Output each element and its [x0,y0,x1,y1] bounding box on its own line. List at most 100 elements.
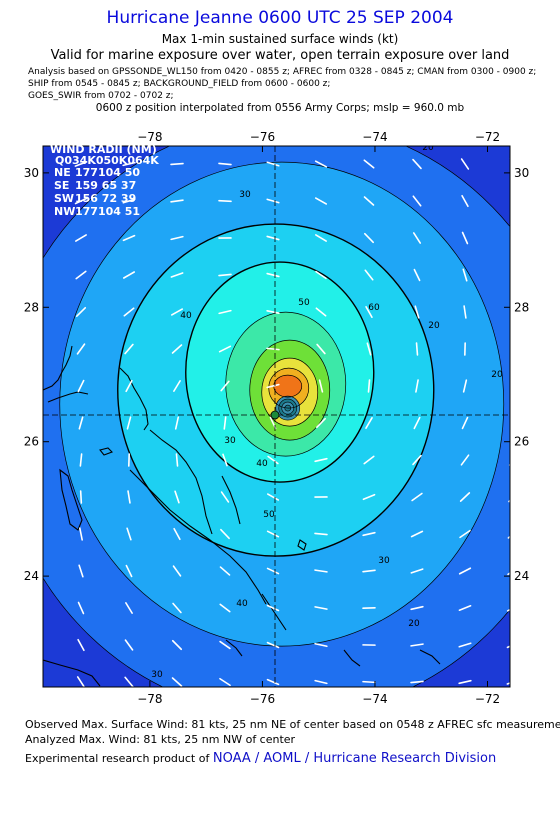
new-providence [99,447,113,456]
abaco-island [119,367,149,431]
contour-c70 [249,339,331,441]
wind-barb [463,305,467,319]
storm-center-marker [270,410,280,420]
wind-barb [315,270,327,280]
wind-barb [171,639,183,651]
analysis-sources-line-2: SHIP from 0545 - 0845 z; BACKGROUND_FIEL… [28,79,331,89]
wind-radii-row-sw-values: 156 72 39 [75,192,136,205]
contour-c50 [185,261,375,483]
wind-barb [79,527,83,541]
wind-barb [123,307,135,317]
wind-barb [413,416,421,430]
wind-barb [122,161,136,167]
wind-radii-row-se-quadrant: SE [54,179,69,192]
wind-barb [461,231,469,245]
wind-barb [314,160,328,168]
x-tick-label-top: −76 [250,130,275,144]
wind-barb [171,344,183,354]
y-tick-label-right: 26 [514,435,529,449]
position-note: 0600 z position interpolated from 0556 A… [95,102,465,114]
wind-barb [173,380,181,392]
contour-label: 30 [239,190,251,200]
wind-barb [122,198,136,204]
wind-barb [458,605,472,611]
x-tick-label-top: −78 [137,130,162,144]
wind-barb [314,197,328,205]
wind-barb [512,380,515,392]
hrd-link[interactable]: NOAA / AOML / Hurricane Research Divisio… [212,751,497,766]
contour-label: 50 [263,510,275,520]
wind-radii-table: WIND RADII (NM) Q034K050K064K NE 177104 … [50,143,159,218]
long-island [261,593,287,631]
wind-barb [512,343,513,355]
wind-radii-header: Q034K050K064K [55,154,159,167]
wind-barb [79,453,83,467]
eleuthera-island [149,429,213,535]
andros-island [59,468,83,531]
wind-barb [125,602,133,614]
wind-barb [170,235,184,241]
wind-barb [509,427,510,430]
wind-barb [365,305,373,319]
wind-barb [219,603,231,613]
observed-max-wind: Observed Max. Surface Wind: 81 kts, 25 n… [25,718,560,731]
wind-radii-row-nw-values: 177104 51 [75,205,140,218]
wind-barb [78,564,84,578]
coastlines [43,345,441,687]
x-tick-label-top: −74 [362,130,387,144]
contour-c30 [59,161,505,647]
wind-barb [74,161,88,167]
wind-barb [412,158,422,170]
wind-barb [222,453,228,467]
contour-label: 40 [236,599,248,609]
contour-label: 30 [378,556,390,566]
wind-barb [314,532,328,536]
wind-barb [316,343,326,355]
contour-label: 30 [151,670,163,680]
map-title: Hurricane Jeanne 0600 UTC 25 SEP 2004 [106,8,454,28]
wind-barb [218,345,232,353]
plot-frame [42,145,511,688]
wind-barb [363,159,375,169]
grand-bahama-island [47,391,89,403]
wind-barb [124,676,134,687]
wind-barbs [74,157,515,687]
wind-barb [174,416,180,430]
wind-barb [461,194,469,208]
wind-barb [266,678,280,686]
contour-label: 30 [224,436,236,446]
wind-radii-row-ne-quadrant: NE [54,166,71,179]
crooked-island [343,649,361,667]
wind-barb [220,491,230,503]
wind-contour-lines [43,146,510,687]
wind-barb [77,601,85,615]
x-tick-label-bottom: −72 [475,692,500,706]
y-tick-label-left: 26 [24,435,39,449]
y-tick-label-left: 28 [24,300,39,314]
wind-barb [509,195,510,196]
wind-barb [512,269,514,281]
wind-barb [506,608,510,612]
wind-barb [266,235,280,241]
exuma-cays [129,469,267,605]
san-salvador [297,539,307,551]
wind-radii-row-nw-quadrant: NW [54,205,75,218]
wind-barb [460,454,470,466]
axis-tick-labels: −78 −78 −76 −76 −74 −74 −72 −72 30 30 28 28 26 26 24 24 [24,130,530,706]
contour-label: 20 [428,321,440,331]
wind-barb [412,232,422,244]
wind-barb [170,272,184,278]
wind-barb [219,677,231,687]
contour-label: 50 [298,298,310,308]
wind-barb [76,343,86,355]
wind-barb [318,379,324,393]
wind-barb [171,677,183,687]
wind-barb [362,493,376,501]
wind-barb [266,383,280,389]
x-tick-label-top: −72 [475,130,500,144]
contour-label: 20 [491,370,503,380]
wind-barb [267,455,279,465]
wind-barb [75,234,87,242]
wind-barb [410,643,424,647]
